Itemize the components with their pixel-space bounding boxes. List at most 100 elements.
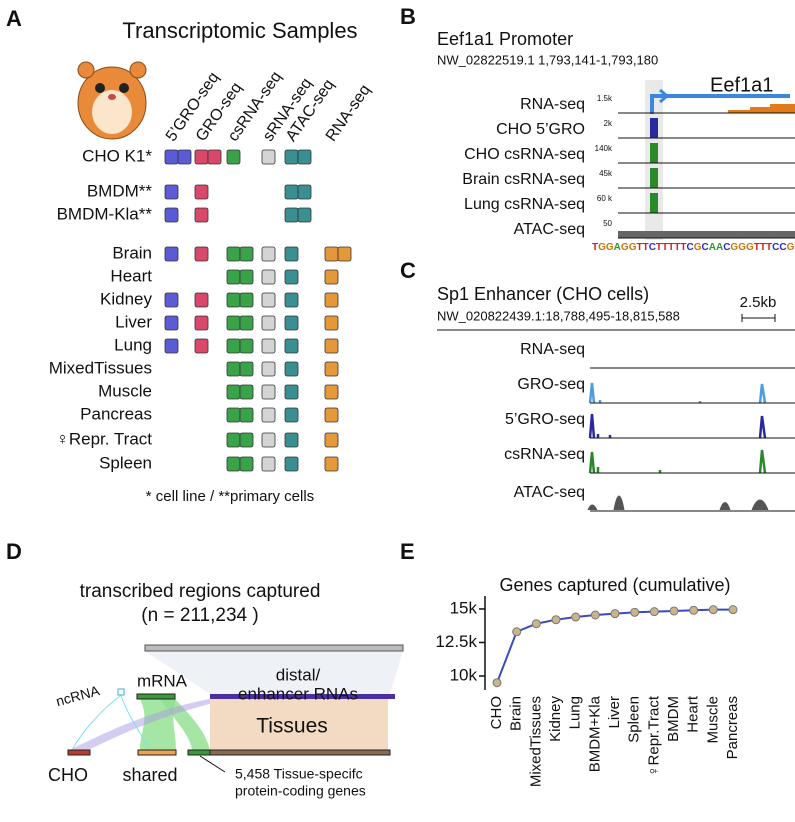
x-tick-label: CHO — [488, 696, 505, 729]
sample-label: Muscle — [98, 381, 152, 400]
track-label: ATAC-seq — [514, 484, 585, 501]
dna-sequence: TGGAGGTTCTTTTTCGCAACGGGTTTCCGGTC — [592, 242, 795, 253]
sample-box — [284, 456, 299, 472]
sample-label: BMDM** — [87, 181, 153, 200]
y-tick-label: 12.5k — [435, 632, 477, 651]
sample-box — [261, 338, 276, 354]
sample-label: MixedTissues — [49, 358, 152, 377]
data-point — [630, 607, 640, 617]
y-tick-label: 15k — [450, 598, 478, 617]
sample-box — [284, 292, 299, 308]
sample-box — [239, 384, 254, 400]
sample-box — [324, 315, 339, 331]
data-point — [610, 609, 620, 619]
sample-box — [239, 456, 254, 472]
base: T — [643, 242, 649, 253]
base: G — [694, 242, 702, 253]
sample-box — [239, 361, 254, 377]
data-point — [492, 678, 502, 688]
sample-box — [284, 246, 299, 262]
track-label: CHO 5’GRO — [496, 121, 585, 138]
sample-box — [164, 246, 179, 262]
sample-label: BMDM-Kla** — [57, 204, 153, 223]
distal-label: enhancer RNAs — [238, 684, 358, 703]
panel-title: transcribed regions captured — [80, 581, 321, 602]
data-point — [669, 606, 679, 616]
sample-box — [297, 149, 312, 165]
sample-label: Lung — [114, 335, 152, 354]
sample-box — [261, 384, 276, 400]
sample-box — [261, 456, 276, 472]
data-point — [649, 607, 659, 617]
sample-box — [324, 269, 339, 285]
panel-letter: C — [400, 258, 416, 283]
sample-box — [194, 149, 209, 165]
sample-box — [284, 315, 299, 331]
sample-box — [239, 292, 254, 308]
track-scale: 1.5k — [597, 94, 613, 103]
base: T — [754, 242, 760, 253]
note-label: 5,458 Tissue-specifc — [235, 766, 363, 782]
sample-box — [226, 315, 241, 331]
track-label: CHO csRNA-seq — [464, 146, 585, 163]
base: T — [680, 242, 686, 253]
sample-box — [324, 292, 339, 308]
sample-label: Brain — [112, 243, 152, 262]
sample-box — [194, 315, 209, 331]
sample-box — [324, 361, 339, 377]
sample-box — [284, 338, 299, 354]
region-count: (n = 211,234 ) — [141, 605, 258, 626]
data-point — [531, 619, 541, 629]
chart-title: Genes captured (cumulative) — [499, 575, 730, 595]
sample-box — [194, 338, 209, 354]
sample-box — [297, 207, 312, 223]
sample-box — [324, 384, 339, 400]
base: G — [787, 242, 795, 253]
track-scale: 50 — [603, 219, 612, 228]
base: A — [709, 242, 716, 253]
base: A — [716, 242, 723, 253]
track-label: RNA-seq — [520, 96, 585, 113]
sample-box — [226, 338, 241, 354]
sample-box — [226, 361, 241, 377]
tissues-label: Tissues — [256, 715, 328, 738]
sample-box — [177, 149, 192, 165]
sample-box — [226, 384, 241, 400]
sample-label: CHO K1* — [82, 146, 152, 165]
sample-box — [194, 184, 209, 200]
hamster-icon — [77, 61, 147, 140]
base: A — [614, 242, 621, 253]
sample-box — [284, 269, 299, 285]
base: T — [656, 242, 662, 253]
sample-box — [239, 246, 254, 262]
sample-box — [239, 407, 254, 423]
base: G — [746, 242, 754, 253]
base: C — [772, 242, 779, 253]
track-label: Brain csRNA-seq — [462, 171, 585, 188]
track-label: csRNA-seq — [504, 446, 585, 463]
data-point — [708, 605, 718, 615]
track-scale: 60 k — [597, 194, 613, 203]
sample-box — [164, 338, 179, 354]
base: G — [629, 242, 637, 253]
sample-box — [194, 292, 209, 308]
track-label: Lung csRNA-seq — [464, 196, 585, 213]
sample-box — [261, 407, 276, 423]
base: C — [701, 242, 708, 253]
note-label: protein-coding genes — [235, 783, 366, 799]
mrna-label: mRNA — [137, 671, 188, 690]
base: C — [686, 242, 693, 253]
sample-box — [297, 184, 312, 200]
sample-box — [261, 315, 276, 331]
sample-box — [337, 246, 352, 262]
base: G — [621, 242, 629, 253]
sample-box — [239, 338, 254, 354]
sample-label: Pancreas — [80, 404, 152, 423]
sample-box — [226, 292, 241, 308]
x-tick-label: Lung — [567, 696, 584, 729]
sample-box — [261, 361, 276, 377]
sample-box — [226, 407, 241, 423]
sample-box — [284, 149, 299, 165]
sample-box — [261, 149, 276, 165]
